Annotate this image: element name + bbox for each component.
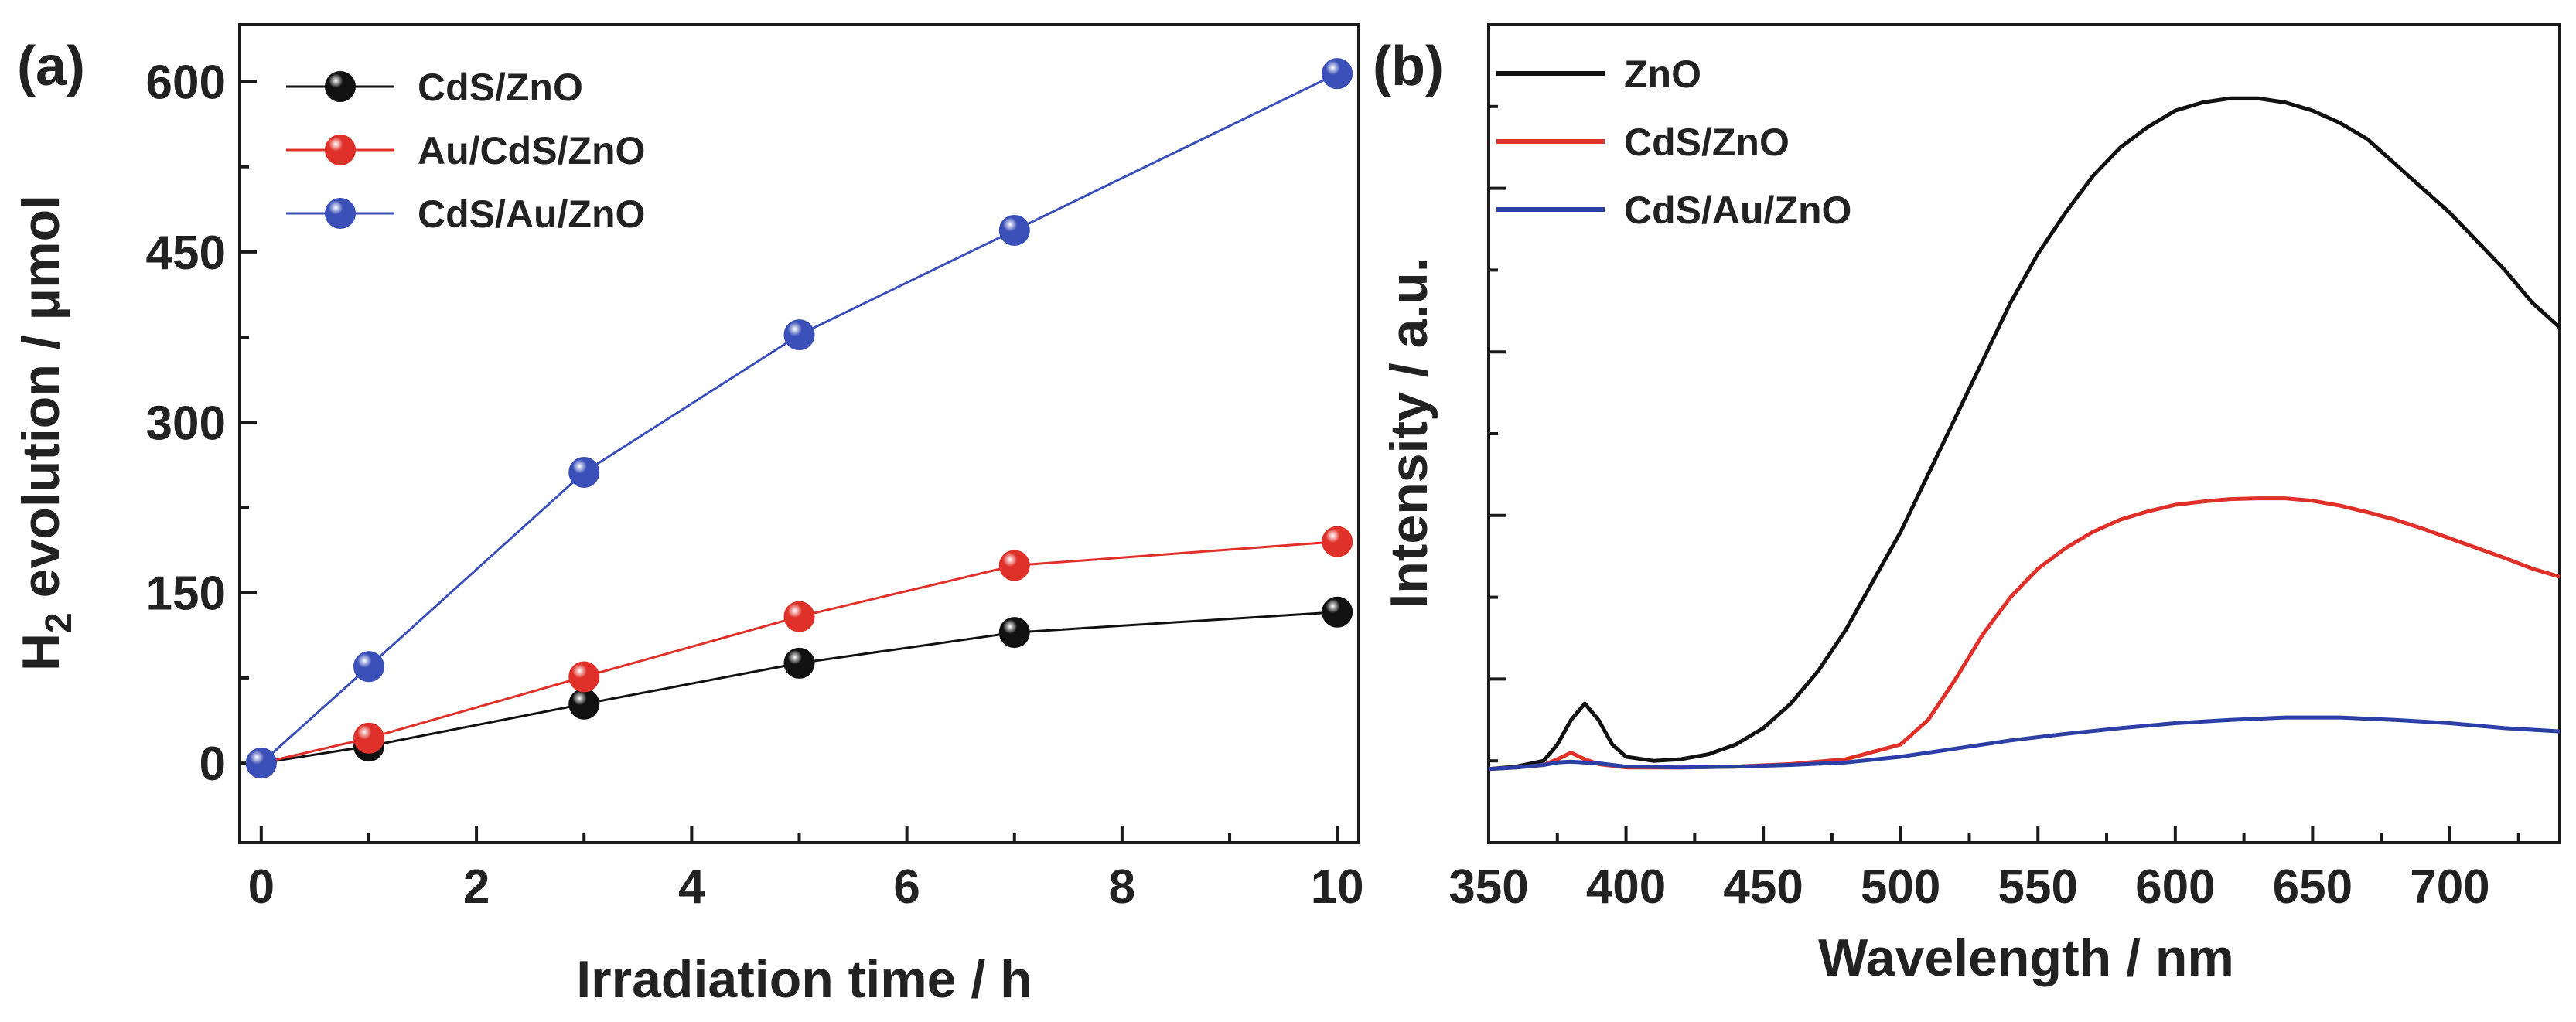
panel-a-y-axis-title: H2 evolution / μmol — [12, 195, 80, 671]
panel-a-y-tick-label: 300 — [146, 397, 226, 450]
panel-a-y-title-h: H — [12, 633, 70, 671]
series-line-cds-zno — [261, 611, 1338, 765]
data-point-cds-au-zno — [568, 456, 600, 488]
panel-a: (a) 0 2 4 6 8 10 0 150 300 450 600 Irradiation tim… — [12, 23, 1364, 1009]
panel-b-label: (b) — [1373, 36, 1444, 97]
legend-marker-cds-au-zno — [325, 198, 356, 229]
panel-a-x-tick-label: 0 — [248, 860, 275, 914]
series-line-au-cds-zno — [261, 540, 1338, 765]
legend-label-cds-zno: CdS/ZnO — [1624, 121, 1790, 164]
data-point-au-cds-zno — [1322, 526, 1353, 557]
panel-b-x-tick-label: 400 — [1586, 860, 1666, 914]
series-line-cds-au-zno — [260, 72, 1338, 765]
panel-b-x-tick-label: 550 — [1998, 860, 2078, 914]
data-point-au-cds-zno — [353, 722, 384, 754]
panel-b-x-axis-title: Wavelength / nm — [1818, 928, 2234, 987]
panel-a-y-title-subscript: 2 — [39, 612, 80, 633]
data-point-cds-au-zno — [783, 319, 815, 351]
panel-a-x-tick-label: 6 — [893, 860, 920, 914]
panel-a-x-tick-label: 2 — [463, 860, 490, 914]
legend-marker-au-cds-zno — [325, 135, 356, 165]
series-line-cds-zno — [1488, 496, 2561, 772]
data-point-cds-zno — [783, 647, 815, 679]
panel-a-y-tick-label: 600 — [146, 56, 226, 109]
panel-a-y-title-rest: evolution / μmol — [12, 195, 70, 612]
panel-b-x-tick-label: 450 — [1723, 860, 1803, 914]
panel-b-y-axis-title: Intensity / a.u. — [1380, 257, 1438, 608]
series-line-zno — [1488, 96, 2561, 772]
series-line-cds-au-zno — [1488, 715, 2561, 772]
data-point-cds-zno — [998, 617, 1030, 649]
legend-label-cds-au-zno: CdS/Au/ZnO — [418, 192, 645, 236]
panel-b-legend: ZnO CdS/ZnO CdS/Au/ZnO — [1496, 53, 1851, 232]
data-point-au-cds-zno — [783, 601, 815, 632]
panel-b-x-tick-label: 650 — [2273, 860, 2353, 914]
data-point-cds-au-zno — [245, 748, 277, 779]
panel-b-x-tick-label: 350 — [1448, 860, 1528, 914]
data-point-au-cds-zno — [568, 661, 600, 693]
data-point-cds-zno — [1322, 596, 1353, 628]
panel-a-x-tick-label: 10 — [1311, 860, 1364, 914]
legend-label-au-cds-zno: Au/CdS/ZnO — [418, 129, 645, 172]
legend-label-cds-zno: CdS/ZnO — [418, 66, 583, 109]
panel-a-x-axis-title: Irradiation time / h — [576, 950, 1032, 1009]
panel-a-y-tick-label: 0 — [200, 738, 226, 791]
panel-b-x-tick-label: 500 — [1861, 860, 1940, 914]
data-point-cds-au-zno — [1322, 58, 1353, 90]
data-point-cds-zno — [568, 688, 600, 720]
legend-marker-cds-zno — [325, 71, 356, 102]
data-point-cds-au-zno — [998, 214, 1030, 246]
panel-b: (b) 350 400 450 500 550 600 650 700 Wavelength … — [1373, 23, 2561, 987]
legend-label-cds-au-zno: CdS/Au/ZnO — [1624, 189, 1851, 232]
panel-a-label: (a) — [17, 36, 85, 97]
panel-b-x-tick-label: 600 — [2135, 860, 2215, 914]
data-point-au-cds-zno — [998, 550, 1030, 581]
panel-b-x-tick-label: 700 — [2410, 860, 2489, 914]
panel-a-x-tick-label: 8 — [1109, 860, 1135, 914]
panel-a-y-tick-label: 450 — [146, 227, 226, 280]
panel-a-x-tick-label: 4 — [678, 860, 705, 914]
data-point-cds-au-zno — [353, 651, 384, 683]
panel-a-legend: CdS/ZnO Au/CdS/ZnO CdS/Au/ZnO — [286, 66, 645, 236]
panel-a-y-tick-label: 150 — [146, 567, 226, 621]
legend-label-zno: ZnO — [1624, 53, 1701, 96]
panel-a-plot-frame — [238, 23, 1360, 844]
